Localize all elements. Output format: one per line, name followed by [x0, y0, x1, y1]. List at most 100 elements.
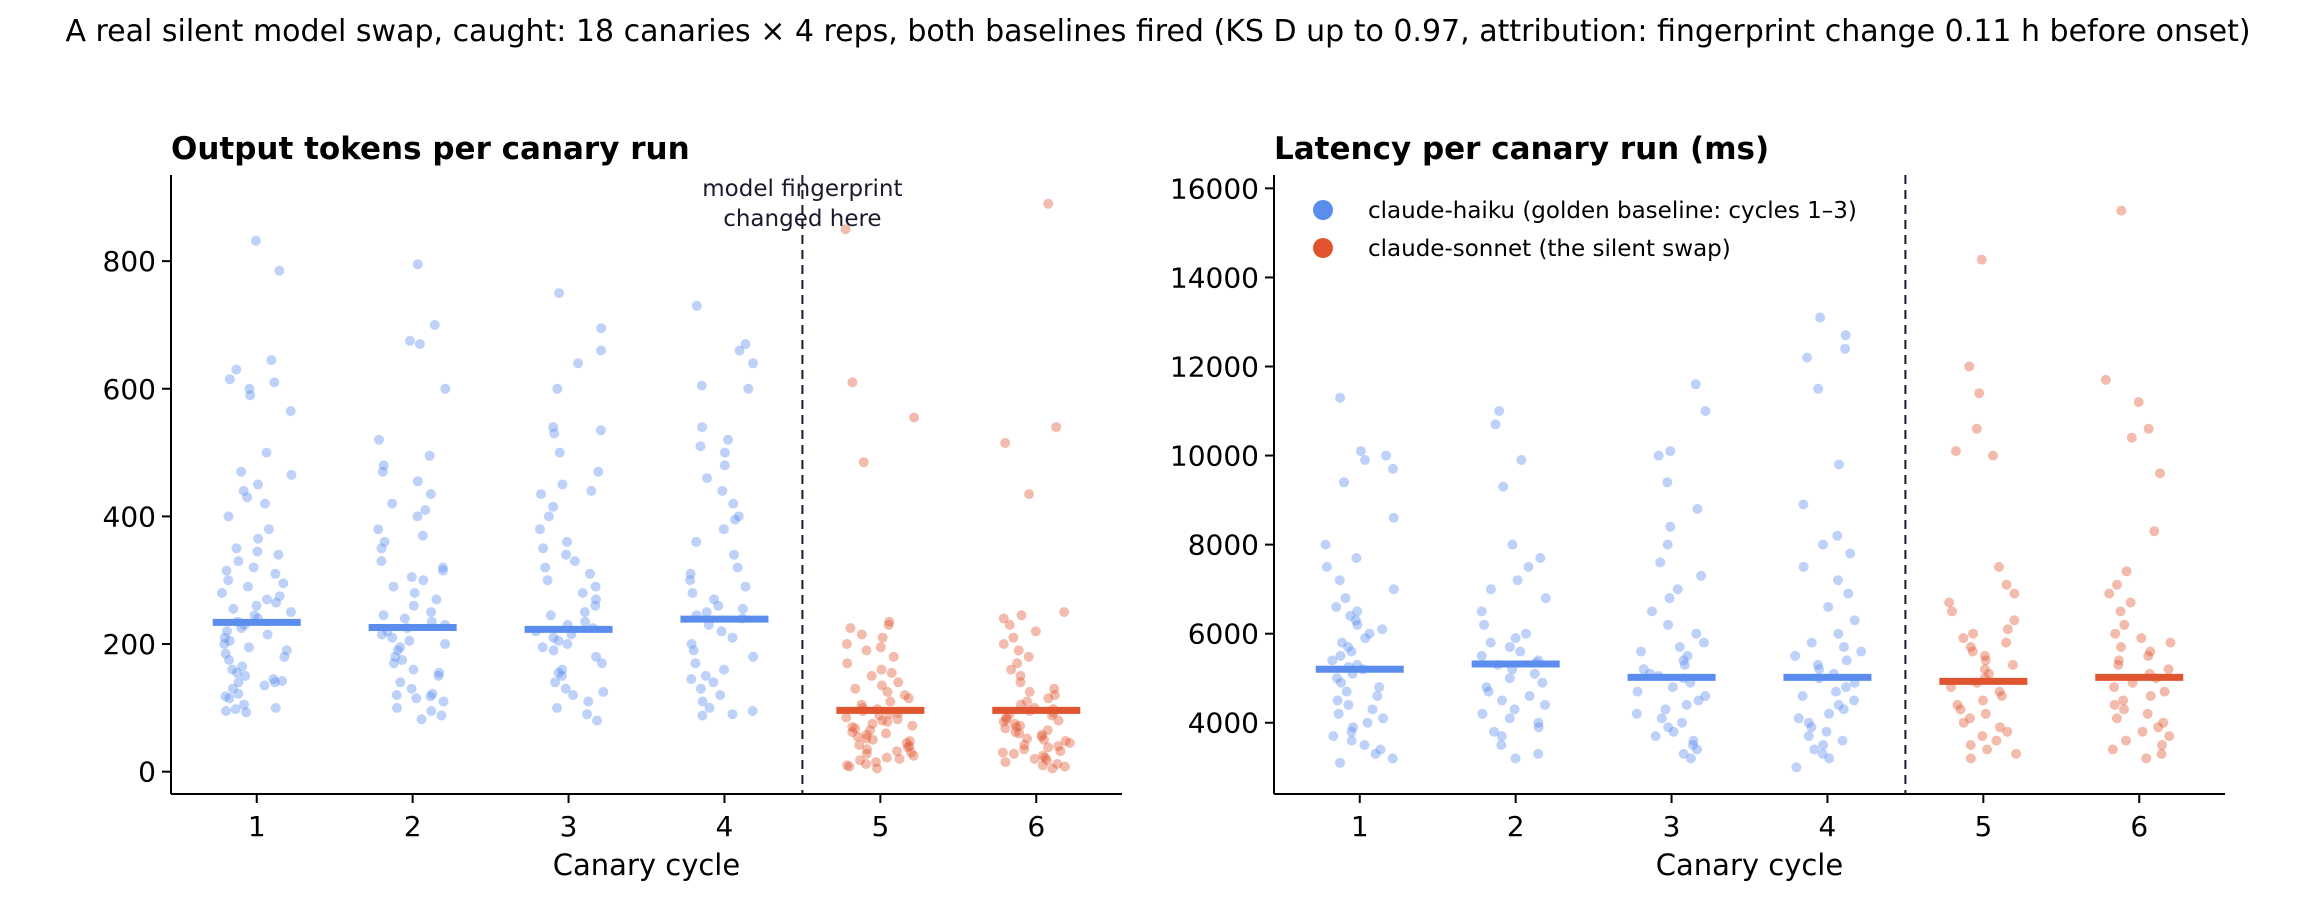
legend-label: claude-haiku (golden baseline: cycles 1–… [1368, 198, 1857, 224]
data-point [1335, 650, 1346, 661]
data-point [2002, 726, 2013, 737]
data-point [569, 556, 580, 567]
data-point [1053, 715, 1064, 726]
data-point [562, 639, 573, 649]
data-point [1809, 744, 1820, 755]
data-point [554, 447, 565, 458]
data-point [1535, 553, 1546, 563]
data-point [2121, 735, 2131, 746]
data-point [1362, 717, 1373, 728]
y-tick-label: 8000 [1188, 529, 1259, 562]
data-point [227, 664, 238, 675]
data-point [277, 676, 287, 686]
data-point [286, 469, 297, 480]
data-point [233, 677, 244, 688]
data-point [906, 747, 917, 758]
data-point [861, 759, 871, 769]
data-point [224, 635, 235, 646]
data-point [743, 383, 754, 394]
data-point [2159, 686, 2170, 697]
data-point [253, 479, 263, 490]
data-point [1049, 683, 1060, 694]
data-point [740, 339, 751, 350]
data-point [2112, 579, 2122, 590]
data-point [221, 706, 231, 716]
data-point [2009, 588, 2020, 599]
data-point [1653, 450, 1664, 461]
data-point [1965, 740, 1976, 750]
data-point [1000, 757, 1011, 768]
data-point [2164, 731, 2175, 742]
data-point [1041, 755, 1052, 766]
data-point [2116, 205, 2127, 216]
data-point [998, 613, 1009, 624]
data-point [861, 645, 872, 656]
data-point [1497, 695, 1507, 706]
data-point [997, 747, 1008, 758]
data-point [399, 613, 410, 624]
data-point [1849, 615, 1860, 626]
change-annotation: model fingerprint [702, 176, 902, 202]
data-point [2001, 579, 2012, 590]
data-point [2107, 744, 2118, 755]
data-point [882, 716, 893, 727]
data-point [723, 434, 733, 445]
data-point [1042, 725, 1053, 736]
data-point [1052, 759, 1063, 769]
data-point [261, 447, 272, 458]
data-point [1700, 406, 1711, 416]
data-point [2153, 722, 2164, 733]
data-point [1040, 752, 1051, 763]
data-point [2155, 468, 2165, 479]
data-point [1059, 761, 1070, 772]
data-point [1339, 477, 1349, 488]
data-point [2141, 753, 2152, 764]
data-point [1978, 695, 1988, 706]
data-point [1049, 690, 1060, 701]
data-point [420, 505, 431, 515]
data-point [593, 466, 604, 477]
data-point [1665, 446, 1676, 457]
data-point [436, 710, 447, 721]
data-point [1015, 720, 1026, 731]
data-point [425, 691, 436, 702]
data-point [242, 581, 253, 592]
data-point [1631, 708, 1642, 719]
x-tick-label: 4 [716, 810, 734, 843]
data-point [1849, 695, 1860, 706]
data-point [688, 645, 699, 656]
data-point [217, 588, 227, 598]
data-point [1980, 708, 1991, 719]
data-point [1798, 561, 1809, 572]
data-point [1698, 637, 1709, 648]
x-tick-label: 3 [1663, 810, 1681, 843]
data-point [387, 632, 398, 643]
data-point [1660, 704, 1671, 715]
data-point [270, 568, 281, 579]
data-point [1335, 392, 1346, 403]
data-point [1979, 650, 1990, 661]
data-point [262, 629, 273, 640]
data-point [850, 723, 861, 734]
data-point [553, 635, 564, 646]
data-point [1672, 584, 1683, 595]
data-point [686, 639, 697, 649]
data-point [252, 546, 263, 557]
data-point [1838, 704, 1849, 715]
data-point [1481, 682, 1492, 693]
data-point [1952, 699, 1963, 710]
data-point [440, 383, 451, 394]
x-tick-label: 2 [404, 810, 422, 843]
data-point [1964, 361, 1975, 372]
data-point [2137, 726, 2148, 737]
data-point [727, 632, 738, 643]
data-point [702, 473, 712, 484]
data-point [1346, 646, 1357, 657]
data-point [883, 619, 894, 630]
data-point [273, 549, 284, 560]
data-point [704, 702, 715, 713]
data-point [847, 377, 858, 388]
data-point [560, 683, 571, 694]
data-point [548, 422, 559, 433]
data-point [221, 565, 232, 576]
